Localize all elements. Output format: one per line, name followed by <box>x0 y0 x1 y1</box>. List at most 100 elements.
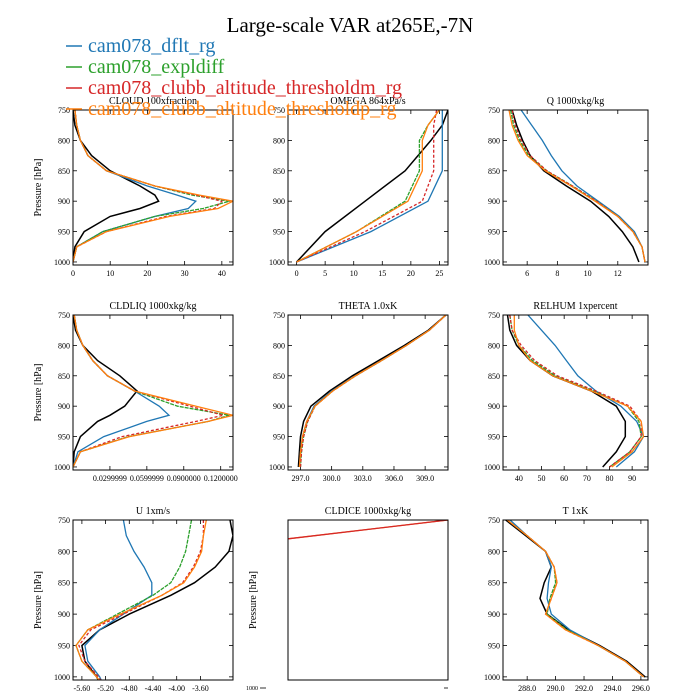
series-line-2 <box>509 520 645 678</box>
legend-label: cam078_clubb_altitude_thresholdp_rg <box>88 98 396 120</box>
x-tick-label: 303.0 <box>354 474 372 483</box>
legend-label: cam078_dflt_rg <box>88 35 215 57</box>
y-tick-label: 800 <box>273 136 285 145</box>
y-tick-label: 750 <box>273 106 285 115</box>
series-line-5 <box>506 520 645 678</box>
series-line-1 <box>297 315 447 468</box>
panel-title: OMEGA 864xPa/s <box>330 96 405 107</box>
y-tick-label: 750 <box>488 516 500 525</box>
y-tick-label: 1000 <box>484 258 500 267</box>
x-tick-label: 296.0 <box>632 684 650 693</box>
y-tick-label: 850 <box>488 167 500 176</box>
y-axis-label: Pressure [hPa] <box>33 363 44 421</box>
x-tick-label: 6 <box>525 269 529 278</box>
series-line-2 <box>520 110 646 263</box>
x-tick-label: 50 <box>538 474 546 483</box>
x-tick-label: 0.0900000 <box>167 474 201 483</box>
y-tick-label: 1000 <box>54 258 70 267</box>
y-tick-label: 900 <box>273 402 285 411</box>
x-tick-label: 20 <box>143 269 151 278</box>
y-tick-label: 1000 <box>484 673 500 682</box>
panel-3: Q 1000xkg/kg 750 800 850 900 950 1000 6 8 10 12 <box>484 96 649 278</box>
legend-item-3: cam078_clubb_altitude_thresholdm_rg <box>66 77 402 99</box>
x-tick-label: 0.0299999 <box>93 474 127 483</box>
y-tick-label: 750 <box>273 311 285 320</box>
x-tick-label: 8 <box>555 269 559 278</box>
y-tick-label: 1000 <box>269 463 285 472</box>
y-tick-label: 950 <box>58 228 70 237</box>
panel-8: CLDICE 1000xkg/kg Pressure [hPa] 1000 <box>246 506 449 692</box>
legend-label: cam078_expldiff <box>88 56 225 78</box>
x-tick-label: 80 <box>605 474 613 483</box>
panel-7: U 1xm/s Pressure [hPa] 750 800 850 900 950 1000… <box>33 506 234 693</box>
series-line-2 <box>527 315 645 468</box>
series-line-4 <box>511 110 646 263</box>
bottom-stub-label: 1000 <box>246 686 258 692</box>
x-tick-label: 5 <box>323 269 327 278</box>
x-tick-label: 60 <box>560 474 568 483</box>
y-axis-label: Pressure [hPa] <box>248 571 259 629</box>
plot-frame <box>72 519 234 681</box>
series-line-5 <box>508 110 646 263</box>
series-line-3 <box>509 315 642 468</box>
x-tick-label: -5.60 <box>74 684 91 693</box>
plot-frame <box>72 314 234 471</box>
y-tick-label: 900 <box>58 197 70 206</box>
series-line-1 <box>505 520 646 678</box>
series-line-2 <box>288 520 448 540</box>
y-tick-label: 1000 <box>54 673 70 682</box>
x-tick-label: 0.0599999 <box>130 474 164 483</box>
y-tick-label: 950 <box>488 433 500 442</box>
panel-title: CLDLIQ 1000xkg/kg <box>110 301 197 312</box>
x-tick-label: 290.0 <box>547 684 565 693</box>
y-tick-label: 900 <box>273 197 285 206</box>
panel-9: T 1xK 750 800 850 900 950 1000 288.0 290.0 292.0 2… <box>484 506 650 693</box>
series-line-4 <box>296 110 438 263</box>
x-tick-label: -5.20 <box>97 684 114 693</box>
x-tick-label: 10 <box>584 269 592 278</box>
y-tick-label: 950 <box>273 433 285 442</box>
y-tick-label: 900 <box>488 197 500 206</box>
x-tick-label: 15 <box>378 269 386 278</box>
x-tick-label: 292.0 <box>575 684 593 693</box>
series-line-4 <box>78 520 205 680</box>
y-tick-label: 850 <box>488 372 500 381</box>
x-tick-label: 288.0 <box>518 684 536 693</box>
x-tick-label: -4.80 <box>121 684 138 693</box>
legend-item-1: cam078_dflt_rg <box>66 35 215 57</box>
panel-title: CLDICE 1000xkg/kg <box>325 506 411 517</box>
series-line-4 <box>506 520 645 678</box>
series-line-5 <box>296 110 440 263</box>
y-tick-label: 750 <box>488 106 500 115</box>
y-tick-label: 800 <box>58 547 70 556</box>
y-tick-label: 750 <box>488 311 500 320</box>
x-tick-label: -4.40 <box>145 684 162 693</box>
x-tick-label: -4.00 <box>168 684 185 693</box>
panel-4: CLDLIQ 1000xkg/kg Pressure [hPa] 750 800 850… <box>33 301 238 483</box>
y-tick-label: 800 <box>273 341 285 350</box>
x-tick-label: 297.0 <box>291 474 309 483</box>
legend-item-4: cam078_clubb_altitude_thresholdp_rg <box>66 98 396 120</box>
x-tick-label: 306.0 <box>385 474 403 483</box>
series-line-3 <box>73 315 230 468</box>
series-line-3 <box>299 315 447 468</box>
y-tick-label: 800 <box>58 136 70 145</box>
legend: cam078_dflt_rgcam078_expldiffcam078_club… <box>66 35 402 120</box>
y-tick-label: 750 <box>58 106 70 115</box>
panel-title: U 1xm/s <box>136 506 170 517</box>
series-line-2 <box>298 315 447 468</box>
panel-title: CLOUD 100xfraction <box>109 96 197 107</box>
y-tick-label: 950 <box>488 641 500 650</box>
plot-frame <box>502 314 649 471</box>
x-tick-label: -3.60 <box>192 684 209 693</box>
series-line-3 <box>73 110 230 263</box>
panel-5: THETA 1.0xK 750 800 850 900 950 1000 297.0 300.0… <box>269 301 449 483</box>
x-tick-label: 90 <box>628 474 636 483</box>
panel-title: Q 1000xkg/kg <box>547 96 605 107</box>
series-line-5 <box>75 520 207 680</box>
y-tick-label: 750 <box>58 311 70 320</box>
y-axis-label: Pressure [hPa] <box>33 571 44 629</box>
y-tick-label: 950 <box>58 433 70 442</box>
